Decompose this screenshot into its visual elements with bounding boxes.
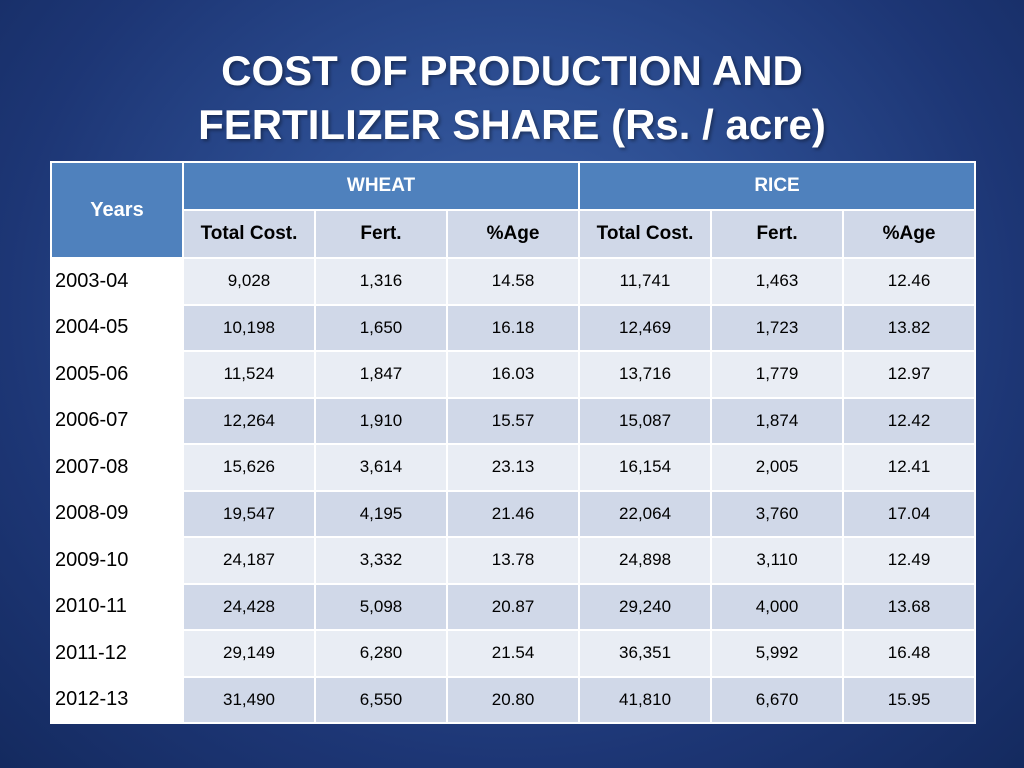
table-row: 2004-05 10,198 1,650 16.18 12,469 1,723 … xyxy=(50,303,977,352)
rice-fert-cell: 6,670 xyxy=(710,675,845,724)
rice-fert-cell: 1,723 xyxy=(710,303,845,352)
wheat-total-cost-header: Total Cost. xyxy=(182,209,316,259)
table-row: 2007-08 15,626 3,614 23.13 16,154 2,005 … xyxy=(50,443,977,492)
rice-total-cost-cell: 22,064 xyxy=(578,489,713,538)
table-row: 2008-09 19,547 4,195 21.46 22,064 3,760 … xyxy=(50,489,977,538)
year-cell: 2007-08 xyxy=(50,443,184,492)
rice-total-cost-header: Total Cost. xyxy=(578,209,713,259)
wheat-percentage-header: %Age xyxy=(445,209,581,259)
wheat-total-cost-cell: 11,524 xyxy=(182,350,316,399)
rice-percentage-cell: 12.49 xyxy=(842,536,977,585)
year-cell: 2004-05 xyxy=(50,303,184,352)
rice-percentage-cell: 16.48 xyxy=(842,629,977,678)
rice-percentage-cell: 15.95 xyxy=(842,675,977,724)
slide-title-line-1: COST OF PRODUCTION AND xyxy=(221,47,803,94)
wheat-fert-cell: 1,650 xyxy=(314,303,448,352)
table-row: 2006-07 12,264 1,910 15.57 15,087 1,874 … xyxy=(50,396,977,445)
wheat-fert-cell: 1,847 xyxy=(314,350,448,399)
rice-total-cost-cell: 41,810 xyxy=(578,675,713,724)
rice-fert-header: Fert. xyxy=(710,209,845,259)
table-row: 2005-06 11,524 1,847 16.03 13,716 1,779 … xyxy=(50,350,977,399)
wheat-percentage-cell: 21.54 xyxy=(445,629,581,678)
rice-percentage-cell: 12.42 xyxy=(842,396,977,445)
year-cell: 2011-12 xyxy=(50,629,184,678)
rice-fert-cell: 1,779 xyxy=(710,350,845,399)
wheat-percentage-cell: 20.80 xyxy=(445,675,581,724)
wheat-total-cost-cell: 9,028 xyxy=(182,257,316,306)
wheat-fert-cell: 6,550 xyxy=(314,675,448,724)
wheat-fert-cell: 5,098 xyxy=(314,582,448,631)
rice-fert-cell: 5,992 xyxy=(710,629,845,678)
wheat-percentage-cell: 20.87 xyxy=(445,582,581,631)
rice-total-cost-cell: 36,351 xyxy=(578,629,713,678)
year-cell: 2012-13 xyxy=(50,675,184,724)
wheat-percentage-cell: 16.03 xyxy=(445,350,581,399)
wheat-fert-cell: 1,316 xyxy=(314,257,448,306)
wheat-total-cost-cell: 19,547 xyxy=(182,489,316,538)
rice-total-cost-cell: 24,898 xyxy=(578,536,713,585)
year-cell: 2005-06 xyxy=(50,350,184,399)
wheat-fert-cell: 1,910 xyxy=(314,396,448,445)
wheat-header: WHEAT xyxy=(181,161,581,211)
year-cell: 2003-04 xyxy=(50,257,184,306)
rice-percentage-cell: 13.82 xyxy=(842,303,977,352)
rice-total-cost-cell: 12,469 xyxy=(578,303,713,352)
rice-percentage-cell: 12.46 xyxy=(842,257,977,306)
rice-fert-cell: 4,000 xyxy=(710,582,845,631)
rice-total-cost-cell: 13,716 xyxy=(578,350,713,399)
rice-total-cost-cell: 29,240 xyxy=(578,582,713,631)
rice-fert-cell: 3,760 xyxy=(710,489,845,538)
wheat-total-cost-cell: 24,187 xyxy=(182,536,316,585)
rice-fert-cell: 1,874 xyxy=(710,396,845,445)
years-header: Years xyxy=(50,161,184,259)
rice-fert-cell: 1,463 xyxy=(710,257,845,306)
rice-fert-cell: 3,110 xyxy=(710,536,845,585)
rice-total-cost-cell: 15,087 xyxy=(578,396,713,445)
wheat-total-cost-cell: 31,490 xyxy=(182,675,316,724)
wheat-percentage-cell: 16.18 xyxy=(445,303,581,352)
rice-percentage-cell: 13.68 xyxy=(842,582,977,631)
rice-percentage-cell: 12.97 xyxy=(842,350,977,399)
wheat-percentage-cell: 21.46 xyxy=(445,489,581,538)
wheat-fert-header: Fert. xyxy=(314,209,448,259)
wheat-fert-cell: 4,195 xyxy=(314,489,448,538)
table-row: 2009-10 24,187 3,332 13.78 24,898 3,110 … xyxy=(50,536,977,585)
rice-percentage-header: %Age xyxy=(842,209,977,259)
wheat-total-cost-cell: 29,149 xyxy=(182,629,316,678)
table-row: 2011-12 29,149 6,280 21.54 36,351 5,992 … xyxy=(50,629,977,678)
table-row: 2003-04 9,028 1,316 14.58 11,741 1,463 1… xyxy=(50,257,977,306)
rice-percentage-cell: 12.41 xyxy=(842,443,977,492)
year-cell: 2010-11 xyxy=(50,582,184,631)
cost-table: Years WHEAT RICE Total Cost. Fert. %Age … xyxy=(50,161,977,724)
wheat-fert-cell: 6,280 xyxy=(314,629,448,678)
wheat-percentage-cell: 14.58 xyxy=(445,257,581,306)
rice-total-cost-cell: 16,154 xyxy=(578,443,713,492)
wheat-fert-cell: 3,332 xyxy=(314,536,448,585)
wheat-percentage-cell: 15.57 xyxy=(445,396,581,445)
rice-header: RICE xyxy=(578,161,977,211)
slide-title-line-2: FERTILIZER SHARE (Rs. / acre) xyxy=(198,101,826,148)
rice-fert-cell: 2,005 xyxy=(710,443,845,492)
rice-percentage-cell: 17.04 xyxy=(842,489,977,538)
table-row: 2012-13 31,490 6,550 20.80 41,810 6,670 … xyxy=(50,675,977,724)
wheat-percentage-cell: 23.13 xyxy=(445,443,581,492)
wheat-fert-cell: 3,614 xyxy=(314,443,448,492)
wheat-total-cost-cell: 10,198 xyxy=(182,303,316,352)
table-row: 2010-11 24,428 5,098 20.87 29,240 4,000 … xyxy=(50,582,977,631)
wheat-total-cost-cell: 12,264 xyxy=(182,396,316,445)
wheat-total-cost-cell: 24,428 xyxy=(182,582,316,631)
year-cell: 2008-09 xyxy=(50,489,184,538)
year-cell: 2009-10 xyxy=(50,536,184,585)
year-cell: 2006-07 xyxy=(50,396,184,445)
rice-total-cost-cell: 11,741 xyxy=(578,257,713,306)
wheat-total-cost-cell: 15,626 xyxy=(182,443,316,492)
wheat-percentage-cell: 13.78 xyxy=(445,536,581,585)
slide-title: COST OF PRODUCTION AND FERTILIZER SHARE … xyxy=(0,44,1024,152)
